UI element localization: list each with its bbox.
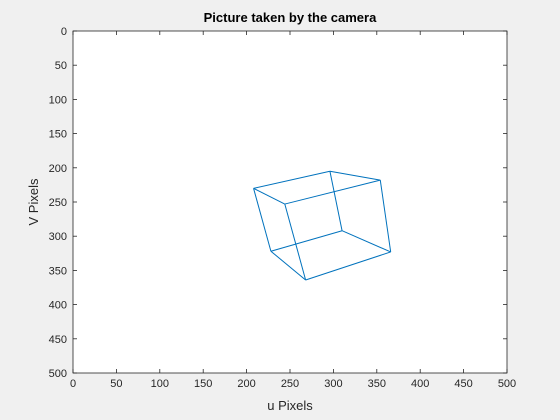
x-tick-label: 250 bbox=[281, 378, 299, 390]
y-tick-label: 300 bbox=[49, 231, 67, 243]
x-tick-label: 350 bbox=[368, 378, 386, 390]
cube-edge-4 bbox=[253, 187, 286, 205]
x-axis-label: u Pixels bbox=[267, 398, 313, 413]
cube-edge-5 bbox=[270, 230, 343, 252]
x-tick-label: 400 bbox=[411, 378, 429, 390]
plot-area bbox=[73, 31, 507, 373]
y-tick-label: 200 bbox=[49, 163, 67, 175]
cube-edge-7 bbox=[305, 251, 391, 281]
cube-edge-6 bbox=[341, 230, 391, 253]
x-tick-label: 0 bbox=[70, 378, 76, 390]
cube-edge-3 bbox=[284, 179, 381, 205]
y-tick-label: 150 bbox=[49, 129, 67, 141]
cube-edge-8 bbox=[270, 250, 306, 281]
x-tick-label: 150 bbox=[194, 378, 212, 390]
y-tick-label: 450 bbox=[49, 334, 67, 346]
y-tick-label: 500 bbox=[49, 368, 67, 380]
cube-edge-2 bbox=[329, 170, 381, 181]
x-tick-label: 200 bbox=[237, 378, 255, 390]
cube-edge-11 bbox=[379, 180, 392, 253]
x-tick-label: 450 bbox=[454, 378, 472, 390]
y-tick-label: 250 bbox=[49, 197, 67, 209]
x-tick-label: 300 bbox=[324, 378, 342, 390]
y-tick-label: 350 bbox=[49, 265, 67, 277]
y-tick-label: 50 bbox=[55, 60, 67, 72]
x-tick-label: 50 bbox=[110, 378, 122, 390]
axis-ticks: 0 50 100 150 200 250 300 350 400 450 5000501001502… bbox=[49, 26, 517, 390]
cube-edge-9 bbox=[253, 188, 272, 252]
chart-title: Picture taken by the camera bbox=[204, 10, 377, 25]
cube-edge-12 bbox=[284, 203, 307, 281]
cube-edge-10 bbox=[329, 171, 343, 231]
y-tick-label: 0 bbox=[61, 26, 67, 38]
x-tick-label: 100 bbox=[151, 378, 169, 390]
y-tick-label: 400 bbox=[49, 300, 67, 312]
y-tick-label: 100 bbox=[49, 94, 67, 106]
cube-edge-1 bbox=[253, 170, 331, 189]
plot-frame bbox=[72, 30, 508, 374]
x-tick-label: 500 bbox=[498, 378, 516, 390]
y-axis-label: V Pixels bbox=[26, 178, 41, 225]
wireframe-edges bbox=[253, 170, 392, 281]
